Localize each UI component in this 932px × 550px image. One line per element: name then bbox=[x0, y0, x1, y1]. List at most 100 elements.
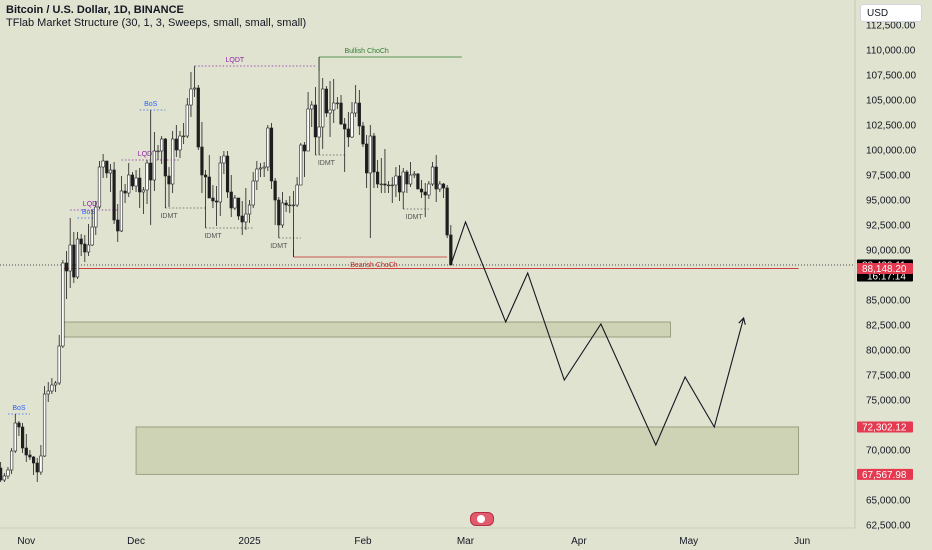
candle-body[interactable] bbox=[408, 174, 413, 185]
candle-body[interactable] bbox=[64, 262, 69, 272]
candle-body[interactable] bbox=[354, 102, 358, 114]
candle-body[interactable] bbox=[346, 128, 350, 138]
candle-body[interactable] bbox=[90, 226, 94, 246]
candle-body[interactable] bbox=[174, 138, 178, 151]
candle-body[interactable] bbox=[17, 422, 21, 428]
candle-body[interactable] bbox=[53, 382, 58, 386]
candle-body[interactable] bbox=[441, 183, 446, 189]
candle-body[interactable] bbox=[105, 160, 109, 174]
candle-body[interactable] bbox=[306, 108, 310, 152]
candle-body[interactable] bbox=[57, 345, 61, 384]
candle-body[interactable] bbox=[31, 456, 36, 464]
candle-body[interactable] bbox=[218, 162, 222, 203]
candle-body[interactable] bbox=[35, 462, 39, 473]
candle-body[interactable] bbox=[83, 243, 87, 253]
candle-body[interactable] bbox=[193, 87, 197, 90]
candle-body[interactable] bbox=[343, 123, 347, 130]
candle-body[interactable] bbox=[324, 88, 328, 114]
candle-body[interactable] bbox=[141, 189, 145, 193]
candle-body[interactable] bbox=[394, 175, 398, 186]
candle-body[interactable] bbox=[72, 244, 76, 278]
candle-body[interactable] bbox=[13, 422, 17, 452]
candle-body[interactable] bbox=[339, 102, 343, 125]
candle-body[interactable] bbox=[379, 183, 383, 186]
candle-body[interactable] bbox=[2, 475, 6, 481]
projection-path[interactable] bbox=[450, 220, 745, 447]
candle-body[interactable] bbox=[167, 175, 171, 185]
candle-body[interactable] bbox=[211, 197, 215, 202]
candle-body[interactable] bbox=[361, 125, 365, 145]
candle-body[interactable] bbox=[310, 104, 314, 110]
candle-body[interactable] bbox=[163, 138, 167, 177]
candle-body[interactable] bbox=[269, 127, 274, 182]
candle-body[interactable] bbox=[313, 104, 318, 138]
candle-body[interactable] bbox=[171, 138, 175, 185]
candle-body[interactable] bbox=[372, 135, 376, 173]
candle-body[interactable] bbox=[280, 202, 285, 226]
candle-body[interactable] bbox=[196, 87, 200, 148]
candle-body[interactable] bbox=[39, 455, 43, 473]
candle-body[interactable] bbox=[225, 155, 230, 193]
candle-body[interactable] bbox=[50, 384, 54, 392]
candle-body[interactable] bbox=[368, 135, 372, 174]
candle-body[interactable] bbox=[427, 183, 431, 196]
candle-body[interactable] bbox=[0, 467, 3, 481]
candle-body[interactable] bbox=[302, 144, 307, 152]
candle-body[interactable] bbox=[357, 102, 361, 127]
candle-body[interactable] bbox=[277, 199, 281, 226]
candle-body[interactable] bbox=[207, 176, 211, 199]
candle-body[interactable] bbox=[262, 166, 266, 169]
candle-body[interactable] bbox=[123, 190, 127, 194]
candle-body[interactable] bbox=[160, 138, 164, 152]
candle-body[interactable] bbox=[423, 191, 427, 196]
candle-body[interactable] bbox=[127, 174, 131, 194]
candle-body[interactable] bbox=[97, 166, 102, 208]
candle-body[interactable] bbox=[108, 169, 113, 174]
candle-body[interactable] bbox=[401, 171, 405, 193]
candle-body[interactable] bbox=[273, 180, 277, 201]
candle-body[interactable] bbox=[61, 262, 65, 347]
candle-body[interactable] bbox=[397, 175, 402, 193]
candle-body[interactable] bbox=[412, 173, 416, 176]
candle-body[interactable] bbox=[386, 184, 391, 187]
candle-body[interactable] bbox=[288, 204, 292, 207]
candle-body[interactable] bbox=[321, 88, 325, 128]
candle-body[interactable] bbox=[156, 150, 160, 153]
candle-body[interactable] bbox=[240, 215, 244, 223]
candle-body[interactable] bbox=[434, 166, 438, 190]
candle-body[interactable] bbox=[317, 126, 321, 138]
candle-body[interactable] bbox=[178, 135, 182, 151]
candle-body[interactable] bbox=[134, 177, 138, 187]
candle-body[interactable] bbox=[365, 143, 369, 174]
candle-body[interactable] bbox=[204, 174, 208, 178]
candle-body[interactable] bbox=[119, 190, 124, 232]
candle-body[interactable] bbox=[101, 160, 105, 168]
candle-body[interactable] bbox=[46, 390, 50, 395]
demand-zone[interactable] bbox=[62, 321, 671, 338]
candle-body[interactable] bbox=[20, 426, 25, 449]
indicator-legend[interactable]: TFlab Market Structure (30, 1, 3, Sweeps… bbox=[6, 17, 307, 29]
candle-body[interactable] bbox=[68, 244, 72, 272]
candle-body[interactable] bbox=[138, 177, 142, 193]
candle-body[interactable] bbox=[449, 234, 453, 266]
candle-body[interactable] bbox=[236, 197, 241, 217]
candle-body[interactable] bbox=[299, 144, 303, 186]
candle-body[interactable] bbox=[182, 135, 186, 138]
candle-body[interactable] bbox=[438, 183, 442, 190]
candle-body[interactable] bbox=[258, 167, 263, 170]
candle-body[interactable] bbox=[430, 166, 435, 185]
candle-body[interactable] bbox=[233, 197, 237, 209]
candle-body[interactable] bbox=[332, 102, 336, 111]
candle-body[interactable] bbox=[28, 454, 32, 458]
candle-body[interactable] bbox=[350, 112, 354, 138]
candle-body[interactable] bbox=[24, 447, 28, 456]
candle-body[interactable] bbox=[376, 171, 380, 185]
candle-body[interactable] bbox=[284, 202, 288, 206]
candle-body[interactable] bbox=[405, 171, 409, 185]
candle-body[interactable] bbox=[200, 146, 204, 176]
candle-body[interactable] bbox=[222, 155, 226, 164]
candle-body[interactable] bbox=[79, 238, 83, 245]
currency-button[interactable]: USD bbox=[860, 4, 922, 22]
candle-body[interactable] bbox=[419, 188, 424, 193]
